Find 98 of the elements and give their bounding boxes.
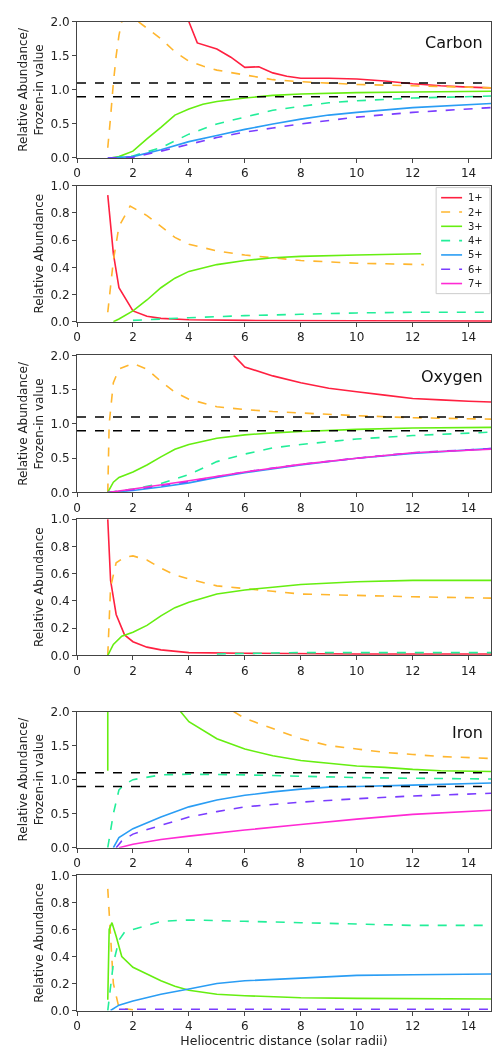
x-tick-label: 0 [73, 500, 81, 515]
legend-label: 5+ [468, 249, 483, 260]
x-tick-label: 14 [460, 500, 477, 515]
y-tick-label: 0.5 [50, 451, 70, 466]
x-tick-label: 14 [460, 1018, 477, 1033]
x-tick-label: 12 [405, 500, 421, 515]
y-tick-label: 1.0 [50, 772, 70, 787]
y-tick-label: 1.0 [50, 417, 70, 432]
y-tick-label: 2.0 [50, 704, 70, 719]
y-tick-label: 0.8 [50, 206, 70, 221]
x-tick-label: 12 [405, 1018, 421, 1033]
x-tick-label: 12 [405, 166, 421, 181]
y-tick-label: 2.0 [50, 348, 70, 363]
x-tick-label: 6 [241, 166, 249, 181]
y-tick-label: 0.0 [50, 485, 70, 500]
x-tick-label: 2 [129, 663, 137, 678]
x-tick-label: 10 [349, 1018, 365, 1033]
x-tick-label: 2 [129, 500, 137, 515]
y-tick-label: 0.4 [50, 594, 70, 609]
annotation: Iron [452, 723, 483, 742]
x-tick-label: 6 [241, 1018, 249, 1033]
y-tick-label: 1.0 [50, 512, 70, 527]
x-tick-label: 8 [296, 500, 305, 515]
x-tick-label: 6 [241, 663, 249, 678]
x-tick-label: 4 [185, 856, 193, 871]
y-tick-label: 1.5 [50, 382, 70, 397]
y-tick-label: 0.2 [50, 621, 70, 636]
y-tick-label: 1.0 [50, 868, 70, 883]
x-tick-label: 10 [349, 663, 365, 678]
y-tick-label: 1.5 [50, 738, 70, 753]
y-tick-label: 0.2 [50, 976, 70, 991]
x-tick-label: 4 [185, 500, 193, 515]
y-tick-label: 0.6 [50, 566, 70, 581]
y-tick-label: 1.0 [50, 83, 70, 98]
y-axis-title: Relative Abundance/ Frozen-in value [16, 716, 46, 842]
x-tick-label: 14 [460, 330, 477, 345]
y-tick-label: 0.5 [50, 117, 70, 132]
y-tick-label: 0.2 [50, 287, 70, 302]
x-tick-label: 10 [349, 856, 365, 871]
x-tick-label: 0 [73, 663, 81, 678]
y-tick-label: 0.8 [50, 539, 70, 554]
x-tick-label: 0 [73, 1018, 81, 1033]
annotation: Carbon [425, 33, 483, 52]
x-tick-label: 0 [73, 856, 81, 871]
y-tick-label: 0.0 [50, 151, 70, 166]
x-axis-title: Heliocentric distance (solar radii) [180, 1032, 388, 1048]
x-tick-label: 2 [129, 856, 137, 871]
y-axis-title: Relative Abundance/ Frozen-in value [16, 27, 46, 152]
legend-label: 3+ [468, 221, 483, 232]
legend-label: 2+ [468, 207, 483, 218]
x-tick-label: 6 [241, 330, 249, 345]
x-tick-label: 6 [241, 856, 249, 871]
legend-label: 4+ [468, 235, 483, 246]
x-tick-label: 2 [129, 1018, 137, 1033]
x-tick-label: 10 [349, 500, 365, 515]
y-tick-label: 0.0 [50, 1003, 70, 1018]
x-tick-label: 10 [349, 166, 365, 181]
x-tick-label: 8 [296, 663, 305, 678]
annotation: Oxygen [421, 367, 483, 386]
legend-label: 1+ [468, 192, 483, 203]
x-tick-label: 4 [185, 330, 193, 345]
y-axis-title: Relative Abundance [31, 193, 46, 314]
x-tick-label: 0 [73, 166, 81, 181]
y-tick-label: 0.4 [50, 260, 70, 275]
y-tick-label: 0.0 [50, 840, 70, 855]
x-tick-label: 2 [129, 330, 137, 345]
x-tick-label: 8 [296, 330, 305, 345]
y-tick-label: 0.5 [50, 806, 70, 821]
x-tick-label: 2 [129, 166, 137, 181]
x-tick-label: 14 [460, 663, 477, 678]
x-tick-label: 12 [405, 856, 421, 871]
y-tick-label: 0.0 [50, 314, 70, 329]
y-tick-label: 2.0 [50, 15, 70, 29]
x-tick-label: 10 [349, 330, 365, 345]
y-axis-title: Relative Abundance [31, 527, 46, 648]
x-tick-label: 4 [185, 166, 193, 181]
x-tick-label: 12 [405, 330, 421, 345]
y-axis-title: Relative Abundance/ Frozen-in value [16, 361, 46, 486]
x-tick-label: 4 [185, 663, 193, 678]
y-tick-label: 0.0 [50, 648, 70, 663]
y-tick-label: 1.0 [50, 178, 70, 193]
y-axis-title: Relative Abundance [31, 883, 46, 1003]
y-tick-label: 0.4 [50, 949, 70, 964]
y-tick-label: 1.5 [50, 49, 70, 64]
x-tick-label: 12 [405, 663, 421, 678]
x-tick-label: 0 [73, 330, 81, 345]
x-tick-label: 8 [296, 856, 305, 871]
x-tick-label: 8 [296, 166, 305, 181]
x-tick-label: 6 [241, 500, 249, 515]
y-tick-label: 0.8 [50, 895, 70, 910]
x-tick-label: 8 [296, 1018, 305, 1033]
y-tick-label: 0.6 [50, 233, 70, 248]
x-tick-label: 14 [460, 856, 477, 871]
legend-label: 7+ [468, 278, 483, 289]
legend-label: 6+ [468, 264, 483, 275]
y-tick-label: 0.6 [50, 922, 70, 937]
x-tick-label: 14 [460, 166, 477, 181]
x-tick-label: 4 [185, 1018, 193, 1033]
